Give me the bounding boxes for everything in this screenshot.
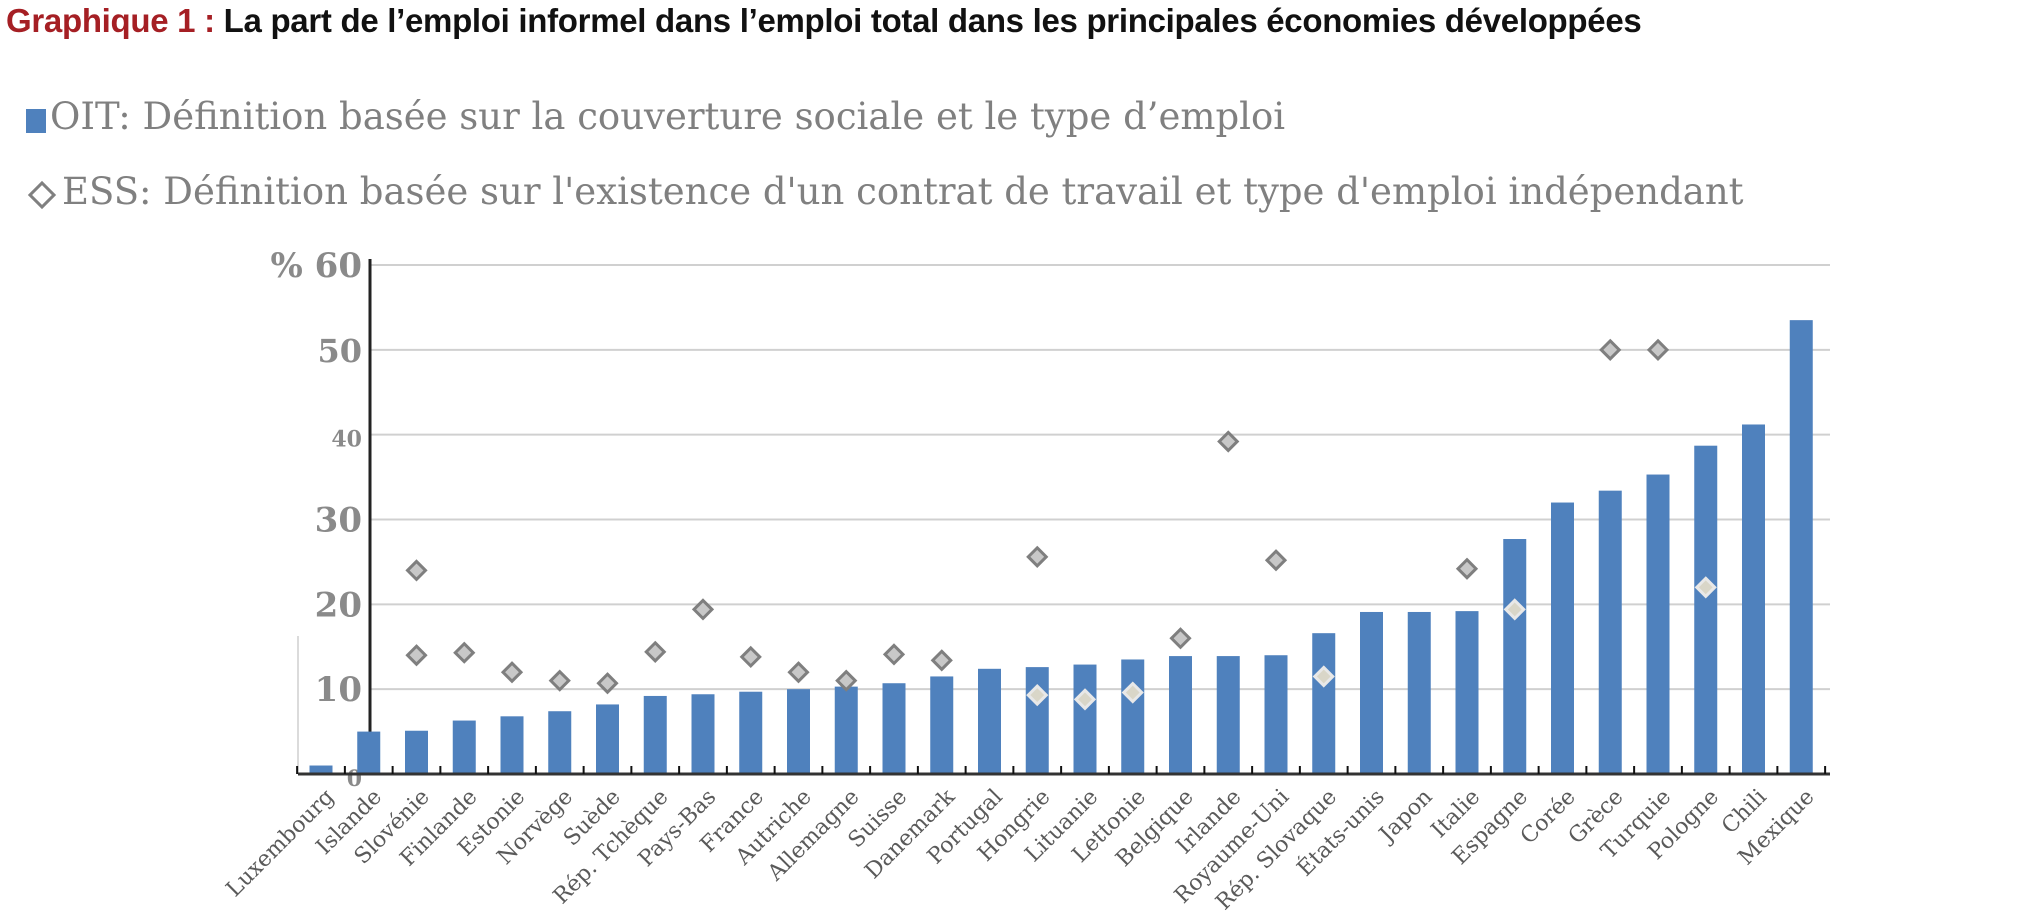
y-tick-label: 40 [331, 427, 362, 453]
bar-r-p-tch-que [643, 695, 667, 774]
bar-danemark [930, 676, 954, 774]
legend-item-oit: OIT: Définition basée sur la couverture … [26, 95, 1285, 138]
ess-marker-slov-nie [405, 644, 428, 667]
ess-marker-espagne [1503, 598, 1526, 621]
bar-r-p-slovaque [1312, 633, 1336, 774]
bar-espagne [1503, 539, 1527, 774]
chart-title-text: La part de l’emploi informel dans l’empl… [214, 2, 1642, 39]
ess-marker-r-p-slovaque [1312, 665, 1335, 688]
ess-marker-lettonie [1121, 681, 1144, 704]
bar-swatch-icon [26, 108, 46, 133]
bar-turquie [1646, 474, 1670, 774]
ess-marker-gr-ce [1599, 338, 1622, 361]
bar-suisse [882, 683, 906, 774]
ess-marker-norv-ge [548, 669, 571, 692]
legend-label-ess: ESS: Définition basée sur l'existence d'… [62, 170, 1744, 213]
bar-norv-ge [548, 711, 572, 774]
x-tick-label: Japon [1374, 785, 1438, 849]
bar-pologne [1694, 445, 1718, 774]
bar-france [739, 691, 763, 774]
bar-slov-nie [405, 730, 428, 774]
ess-marker-hongrie [1026, 683, 1049, 707]
ess-marker-su-de [596, 672, 619, 695]
bar--tats-unis [1360, 611, 1383, 774]
ess-marker-pays-bas [691, 598, 715, 621]
bar-mexique [1789, 320, 1813, 774]
ess-marker-finlande [453, 641, 476, 664]
bar-pays-bas [691, 694, 715, 774]
chart-title: Graphique 1 : La part de l’emploi inform… [6, 2, 1642, 40]
ess-marker-suisse [882, 643, 906, 666]
y-tick-label: 10 [315, 670, 362, 710]
y-tick-label: 30 [315, 501, 362, 541]
bar-royaume-uni [1264, 655, 1288, 774]
bar-portugal [978, 668, 1001, 774]
bar-cor-e [1551, 502, 1574, 774]
bar-su-de [596, 704, 619, 774]
bar-irlande [1216, 656, 1240, 774]
bar-chili [1742, 424, 1765, 774]
y-tick-label: 20 [315, 585, 362, 625]
bar-luxembourg [309, 765, 333, 774]
bar-japon [1407, 611, 1431, 774]
ess-marker-estonie [500, 661, 524, 684]
bar-belgique [1169, 656, 1192, 774]
ess-marker-allemagne [835, 669, 858, 692]
legend-item-ess: ESS: Définition basée sur l'existence d'… [26, 170, 1744, 213]
bar-autriche [787, 689, 810, 774]
ess-marker-turquie [1646, 338, 1670, 361]
ess-marker-hongrie [1026, 545, 1049, 568]
bar-gr-ce [1598, 490, 1622, 774]
y-tick-label: 50 [317, 332, 362, 370]
ess-marker-france [739, 645, 762, 669]
bar-islande [357, 731, 381, 774]
ess-marker-pologne [1694, 576, 1717, 599]
bar-hongrie [1025, 667, 1049, 774]
bar-estonie [500, 716, 524, 774]
ess-marker-danemark [930, 649, 953, 672]
ess-marker-italie [1455, 557, 1479, 580]
ess-marker-lituanie [1073, 688, 1097, 711]
bar-finlande [452, 720, 476, 774]
ess-marker-irlande [1217, 430, 1240, 453]
ess-marker-r-p-tch-que [644, 640, 667, 663]
bar-lettonie [1121, 659, 1145, 774]
bar-lituanie [1073, 664, 1097, 774]
chart-title-prefix: Graphique 1 : [6, 2, 215, 39]
ess-marker-royaume-uni [1264, 549, 1288, 572]
ess-marker-belgique [1169, 627, 1192, 650]
bar-italie [1455, 611, 1479, 774]
ess-marker-slov-nie [405, 559, 428, 582]
y-tick-label: % 60 [271, 246, 362, 286]
ess-marker-autriche [787, 661, 810, 684]
bar-allemagne [834, 686, 858, 774]
legend-label-oit: OIT: Définition basée sur la couverture … [50, 95, 1286, 138]
